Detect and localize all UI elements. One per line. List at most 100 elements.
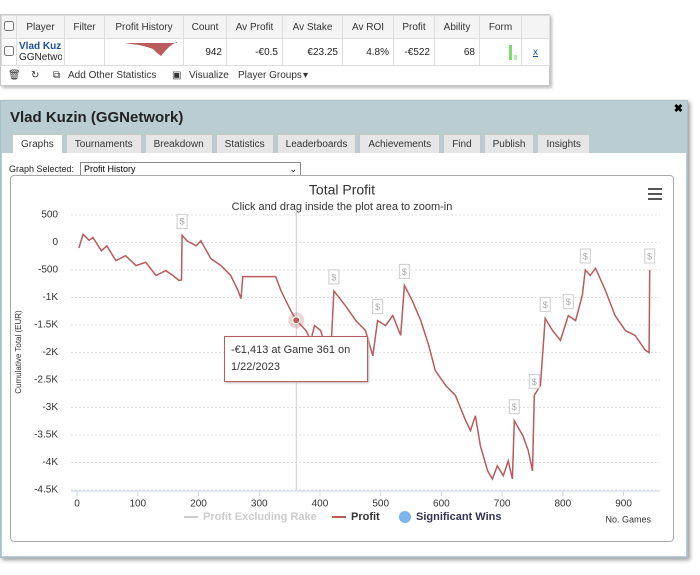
player-groups[interactable]: Player Groups — [238, 70, 302, 81]
tab[interactable]: Tournaments — [65, 134, 142, 154]
flag-symbol: $ — [543, 300, 548, 310]
player-table-panel: Player Filter Profit History Count Av Profit… — [0, 14, 550, 86]
dropdown-arrow[interactable]: ▾ — [303, 70, 309, 81]
remove-link[interactable]: x — [521, 38, 550, 66]
tab[interactable]: Achievements — [359, 134, 441, 154]
column-header: Form — [479, 15, 522, 39]
add-stats[interactable]: Add Other Statistics — [68, 70, 157, 81]
visualize[interactable]: Visualize — [189, 70, 229, 81]
y-tick-label: -3.5K — [34, 430, 58, 441]
column-header: Profit History — [104, 15, 184, 39]
significant-win-flag[interactable]: $ — [539, 296, 551, 312]
flag-box — [328, 269, 340, 285]
form-bars — [479, 38, 522, 66]
tab[interactable]: Graphs — [12, 134, 63, 154]
tab[interactable]: Find — [443, 134, 481, 154]
y-tick-label: -1.5K — [34, 320, 58, 331]
player-name[interactable]: Vlad Kuzin — [19, 41, 62, 52]
x-tick-label: 400 — [312, 499, 329, 510]
y-axis-label: Cumulative Total (EUR) — [14, 310, 23, 394]
filter-cell — [64, 38, 105, 66]
y-tick-label: -1K — [42, 292, 58, 303]
column-header: Av Stake — [282, 15, 343, 39]
column-header: Ability — [434, 15, 480, 39]
flag-symbol: $ — [566, 297, 571, 307]
hover-point — [292, 316, 301, 325]
refresh-icon[interactable]: ↻ — [31, 70, 40, 81]
x-tick-label: 100 — [129, 499, 146, 510]
y-tick-label: -4.5K — [34, 485, 58, 496]
legend-item[interactable]: Profit — [332, 511, 380, 523]
graph-selected-label: Graph Selected: — [9, 164, 75, 174]
delete-icon[interactable]: 🗑 — [8, 70, 21, 81]
flag-symbol: $ — [331, 272, 336, 282]
tab[interactable]: Leaderboards — [276, 134, 357, 154]
menu-icon[interactable] — [648, 188, 662, 200]
x-tick-label: 300 — [251, 499, 268, 510]
x-tick-label: 700 — [494, 499, 511, 510]
flag-symbol: $ — [532, 377, 537, 387]
tab[interactable]: Breakdown — [144, 134, 213, 154]
legend-item[interactable]: Profit Excluding Rake — [184, 511, 317, 523]
y-tick-label: 0 — [52, 237, 58, 248]
av-profit: -€0.5 — [226, 38, 283, 66]
ability: 68 — [434, 38, 480, 66]
significant-win-flag[interactable]: $ — [328, 269, 340, 285]
add-icon[interactable]: ⧉ — [53, 70, 61, 81]
checkbox[interactable] — [1, 38, 17, 66]
significant-win-flag[interactable]: $ — [528, 373, 540, 389]
profit-line — [78, 232, 651, 481]
profit-sparkline — [104, 38, 184, 66]
av-stake: €23.25 — [282, 38, 343, 66]
significant-win-flag[interactable]: $ — [508, 399, 520, 415]
checkbox[interactable] — [1, 15, 17, 39]
column-header: Profit — [393, 15, 435, 39]
tooltip: -€1,413 at Game 361 on 1/22/2023 — [224, 336, 368, 382]
flag-symbol: $ — [583, 251, 588, 261]
legend-item[interactable]: Significant Wins — [399, 511, 501, 523]
x-tick-label: 0 — [74, 499, 80, 510]
flag-box — [176, 213, 188, 229]
graph-select[interactable]: Profit History ⌄ — [80, 162, 301, 176]
legend-symbol — [399, 511, 411, 523]
x-tick-label: 800 — [555, 499, 572, 510]
y-tick-label: -2.5K — [34, 375, 58, 386]
flag-symbol: $ — [375, 302, 380, 312]
tabs: Graphs Tournaments Breakdown Statistics Lead… — [12, 134, 590, 154]
column-header: Count — [183, 15, 227, 39]
y-tick-label: -3K — [42, 402, 58, 413]
significant-win-flag[interactable]: $ — [644, 248, 656, 264]
av-roi: 4.8% — [342, 38, 394, 66]
column-header: Filter — [64, 15, 105, 39]
count: 942 — [183, 38, 227, 66]
tab[interactable]: Publish — [483, 134, 535, 154]
column-header: Av ROI — [342, 15, 394, 39]
flag-box — [528, 373, 540, 389]
flag-symbol: $ — [647, 251, 652, 261]
flag-box — [644, 248, 656, 264]
significant-win-flag[interactable]: $ — [176, 213, 188, 229]
tab[interactable]: Statistics — [215, 134, 274, 154]
flag-symbol: $ — [180, 217, 185, 227]
y-tick-label: -2K — [42, 347, 58, 358]
x-axis-label: No. Games — [605, 514, 651, 524]
visualize-icon[interactable]: ▣ — [172, 70, 182, 81]
profit: -€522 — [393, 38, 435, 66]
flag-symbol: $ — [402, 267, 407, 277]
tab[interactable]: Insights — [537, 134, 590, 154]
column-header: Av Profit — [226, 15, 283, 39]
significant-win-flag[interactable]: $ — [372, 299, 384, 315]
y-tick-label: -500 — [38, 265, 58, 276]
close-button[interactable]: ✖ — [673, 103, 683, 115]
significant-win-flag[interactable]: $ — [562, 294, 574, 310]
flag-symbol: $ — [512, 402, 517, 412]
legend-label: Profit — [351, 511, 380, 523]
flag-box — [579, 248, 591, 264]
chart-title: Total Profit — [309, 182, 375, 198]
flag-box — [539, 296, 551, 312]
significant-win-flag[interactable]: $ — [579, 248, 591, 264]
x-tick-label: 900 — [615, 499, 632, 510]
significant-win-flag[interactable]: $ — [398, 263, 410, 279]
flag-box — [508, 399, 520, 415]
